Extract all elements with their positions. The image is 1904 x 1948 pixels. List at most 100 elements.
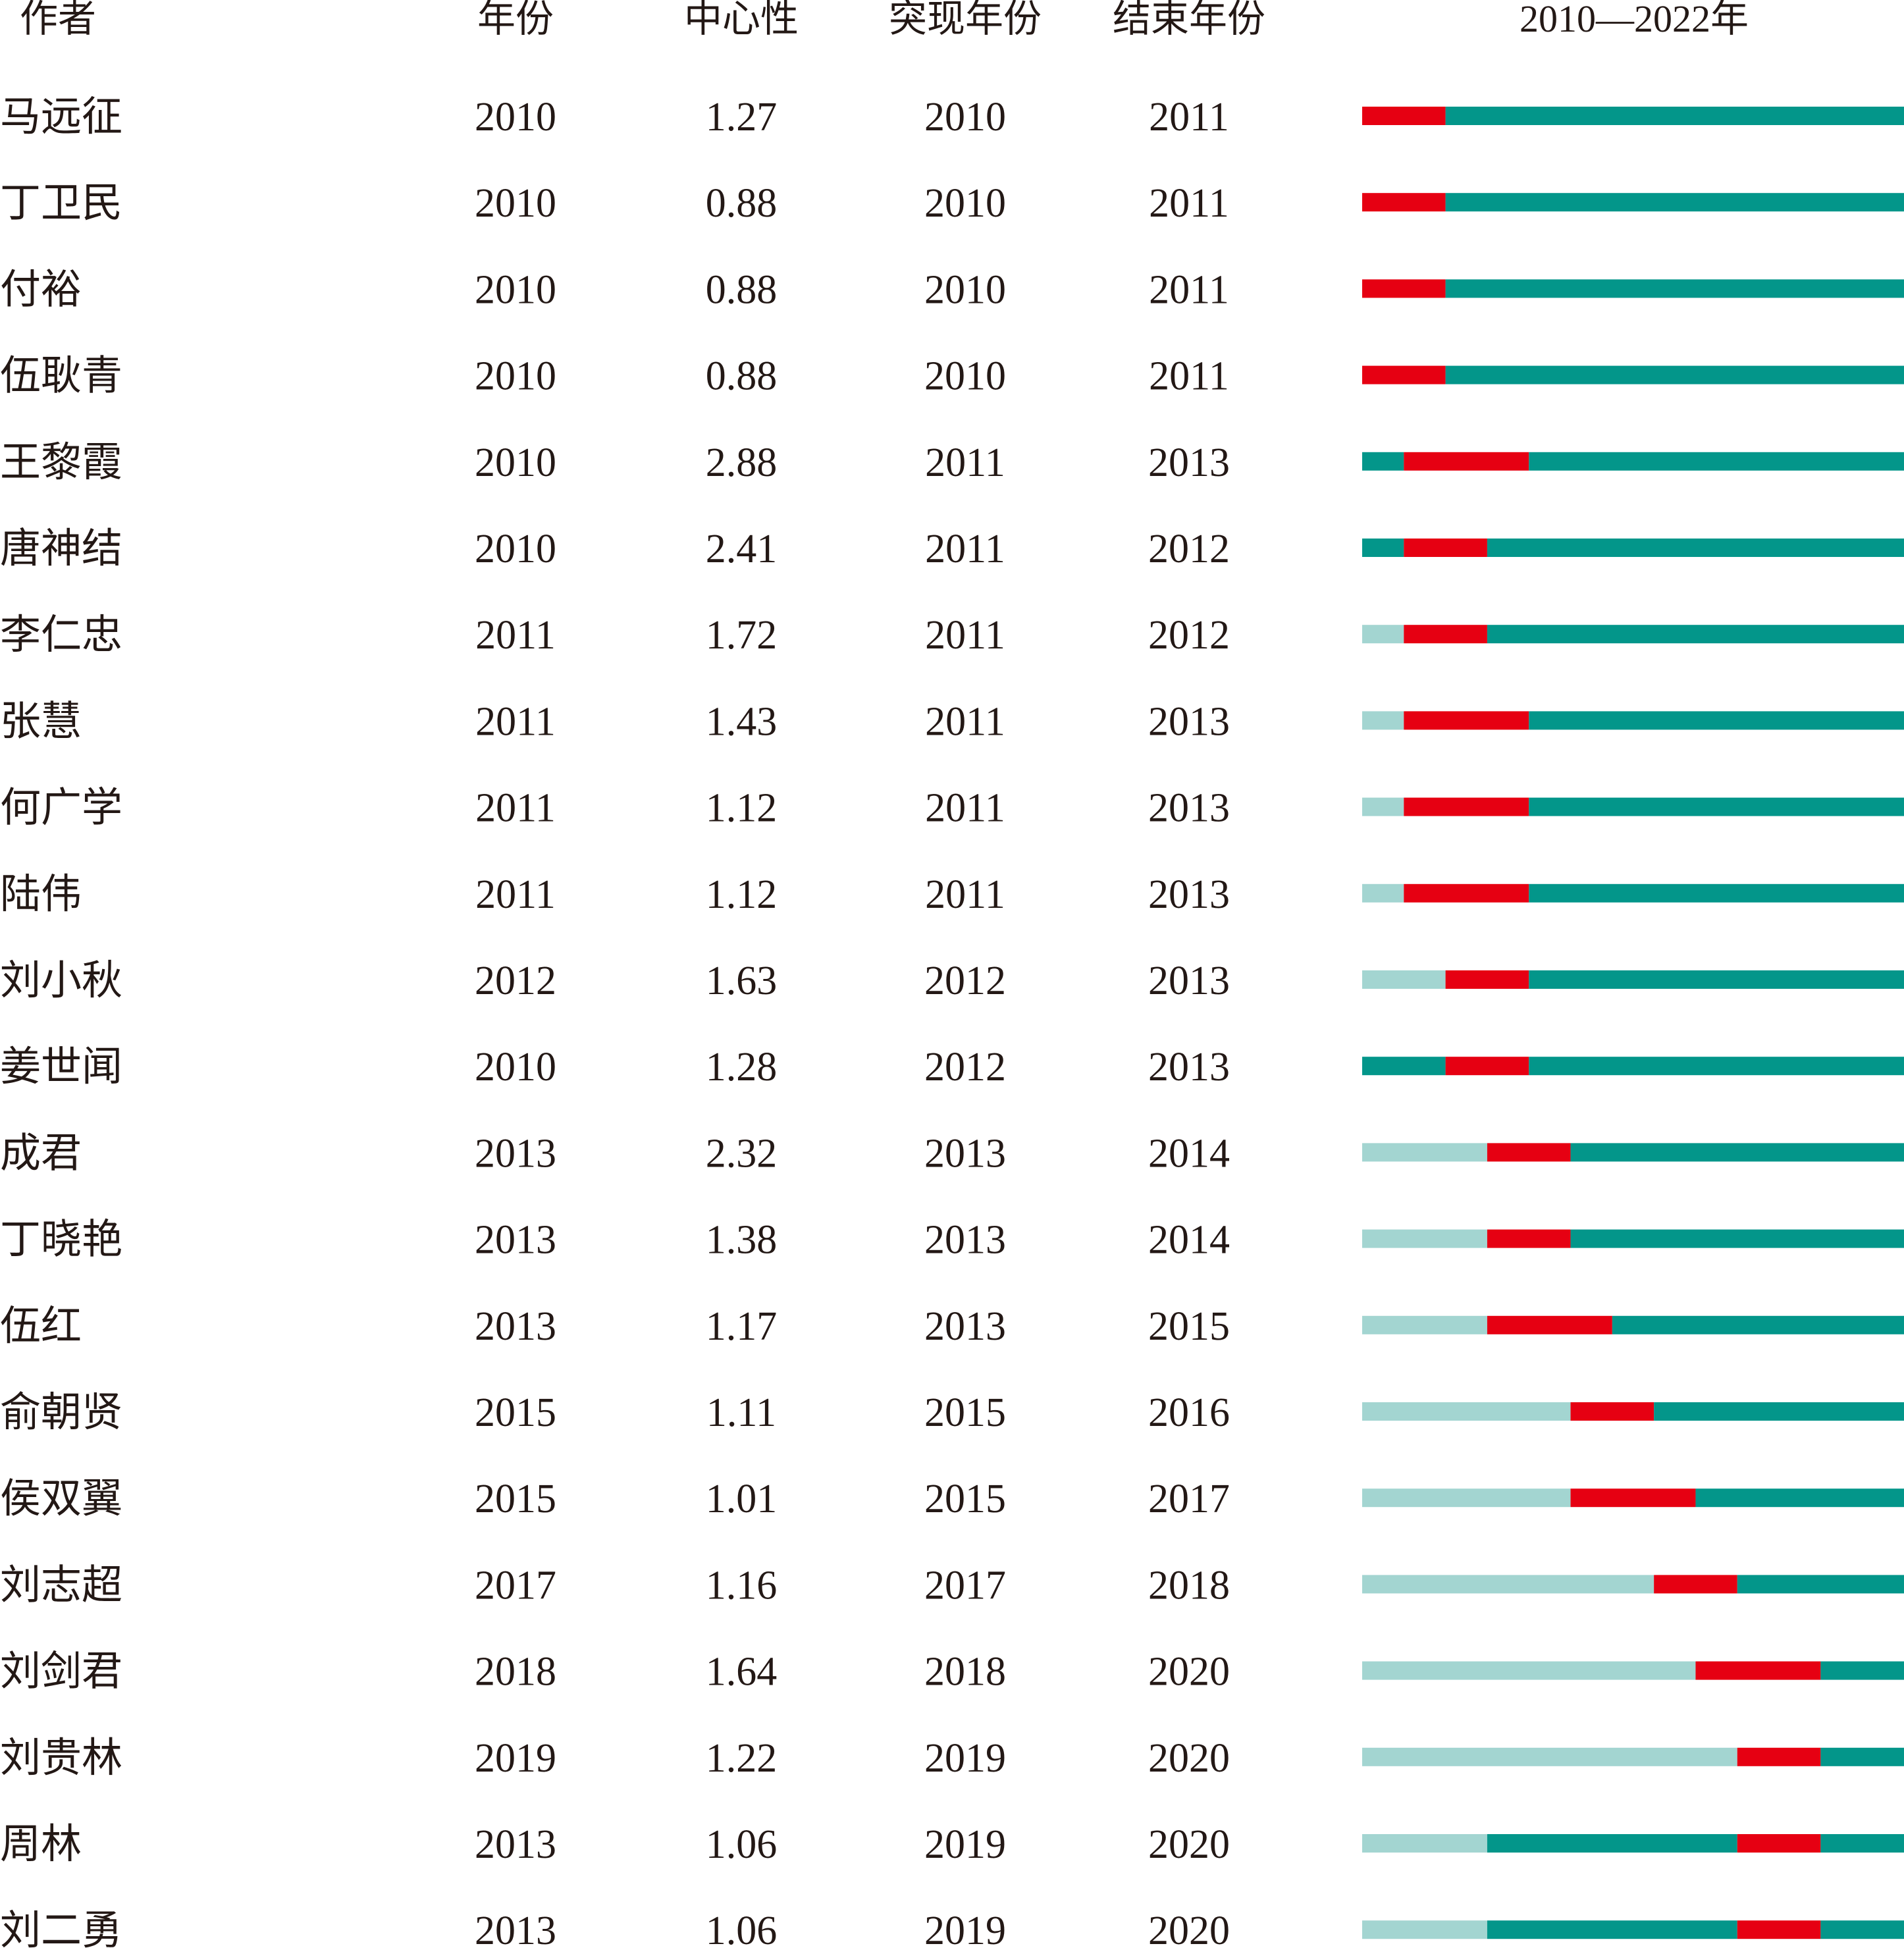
bar-before-appearance — [1362, 1488, 1571, 1508]
bar-before-appearance — [1362, 1575, 1654, 1594]
table-row: 唐神结 2010 2.41 2011 2012 — [0, 527, 1904, 571]
bar-after-burst — [1529, 883, 1904, 903]
burst-begin-value: 2010 — [924, 95, 1006, 140]
author-name: 姜世闻 — [0, 1045, 122, 1090]
centrality-value: 1.72 — [706, 613, 778, 658]
burst-end-value: 2011 — [1149, 354, 1229, 399]
bar-active-segment — [1362, 452, 1404, 471]
author-name: 丁卫民 — [0, 181, 122, 226]
year-value: 2018 — [475, 1650, 556, 1695]
burst-end-value: 2013 — [1148, 872, 1230, 917]
burst-end-value: 2012 — [1148, 527, 1230, 571]
bar-burst-segment — [1404, 625, 1487, 644]
table-row: 丁晓艳 2013 1.38 2013 2014 — [0, 1218, 1904, 1263]
table-row: 付裕 2010 0.88 2010 2011 — [0, 267, 1904, 312]
burst-begin-value: 2019 — [924, 1909, 1006, 1948]
author-name: 马远征 — [0, 95, 122, 140]
burst-end-value: 2017 — [1148, 1477, 1230, 1521]
centrality-value: 2.88 — [706, 440, 778, 485]
bar-after-burst — [1529, 711, 1904, 730]
author-name: 伍红 — [0, 1304, 82, 1349]
bar-before-appearance — [1362, 1229, 1487, 1248]
author-name: 伍耿青 — [0, 354, 122, 399]
bar-after-burst — [1529, 1057, 1904, 1076]
header-author: 作者 — [20, 0, 96, 40]
bar-before-appearance — [1362, 883, 1404, 903]
bar-after-burst — [1570, 1229, 1904, 1248]
author-name: 刘剑君 — [0, 1650, 122, 1695]
burst-begin-value: 2019 — [924, 1736, 1006, 1781]
burst-begin-value: 2011 — [925, 440, 1005, 485]
burst-begin-value: 2015 — [924, 1477, 1006, 1521]
bar-burst-segment — [1737, 1920, 1821, 1939]
burst-begin-value: 2010 — [924, 354, 1006, 399]
year-value: 2015 — [475, 1477, 556, 1521]
bar-burst-segment — [1737, 1747, 1821, 1766]
year-value: 2013 — [475, 1822, 556, 1867]
bar-after-burst — [1487, 539, 1904, 557]
table-row: 周林 2013 1.06 2019 2020 — [0, 1822, 1904, 1867]
header-range: 2010—2022年 — [1520, 0, 1749, 40]
bar-after-burst — [1820, 1834, 1904, 1853]
year-value: 2012 — [475, 959, 556, 1003]
bar-after-burst — [1487, 625, 1904, 644]
year-value: 2010 — [475, 181, 556, 226]
author-name: 张慧 — [0, 699, 82, 744]
bar-before-appearance — [1362, 1661, 1696, 1680]
burst-end-value: 2013 — [1148, 440, 1230, 485]
burst-end-value: 2013 — [1148, 1045, 1230, 1090]
burst-end-value: 2013 — [1148, 699, 1230, 744]
author-name: 侯双翼 — [0, 1477, 122, 1521]
bar-after-burst — [1654, 1402, 1904, 1421]
bar-after-burst — [1820, 1920, 1904, 1939]
centrality-value: 1.43 — [706, 699, 778, 744]
bar-after-burst — [1445, 279, 1904, 298]
centrality-value: 1.01 — [706, 1477, 778, 1521]
author-name: 刘志超 — [0, 1563, 122, 1608]
bar-after-burst — [1820, 1661, 1904, 1680]
year-value: 2010 — [475, 95, 556, 140]
burst-end-value: 2011 — [1149, 95, 1229, 140]
bar-burst-segment — [1654, 1575, 1737, 1594]
year-value: 2010 — [475, 1045, 556, 1090]
burst-end-value: 2016 — [1148, 1390, 1230, 1435]
table-row: 成君 2013 2.32 2013 2014 — [0, 1131, 1904, 1176]
bar-active-segment — [1487, 1920, 1737, 1939]
year-value: 2011 — [475, 613, 556, 658]
author-name: 刘小秋 — [0, 959, 122, 1003]
year-value: 2010 — [475, 440, 556, 485]
table-row: 刘小秋 2012 1.63 2012 2013 — [0, 959, 1904, 1003]
burst-end-value: 2013 — [1148, 786, 1230, 831]
bar-before-appearance — [1362, 711, 1404, 730]
burst-end-value: 2020 — [1148, 1822, 1230, 1867]
table-row: 刘贵林 2019 1.22 2019 2020 — [0, 1736, 1904, 1781]
bar-after-burst — [1529, 452, 1904, 471]
year-value: 2010 — [475, 527, 556, 571]
year-value: 2013 — [475, 1131, 556, 1176]
bar-burst-segment — [1570, 1488, 1696, 1508]
bar-after-burst — [1612, 1315, 1904, 1334]
bar-before-appearance — [1362, 1402, 1571, 1421]
centrality-value: 1.11 — [706, 1390, 776, 1435]
burst-begin-value: 2011 — [925, 527, 1005, 571]
author-name: 刘二勇 — [0, 1909, 122, 1948]
bar-before-appearance — [1362, 797, 1404, 816]
bar-before-appearance — [1362, 1920, 1487, 1939]
year-value: 2010 — [475, 267, 556, 312]
burst-begin-value: 2018 — [924, 1650, 1006, 1695]
header-year: 年份 — [477, 0, 554, 40]
author-name: 刘贵林 — [0, 1736, 122, 1781]
centrality-value: 1.06 — [706, 1822, 778, 1867]
table-row: 张慧 2011 1.43 2011 2013 — [0, 699, 1904, 744]
header-begin: 突现年份 — [889, 0, 1042, 40]
table-row: 刘二勇 2013 1.06 2019 2020 — [0, 1909, 1904, 1948]
author-name: 成君 — [0, 1131, 82, 1176]
year-value: 2011 — [475, 699, 556, 744]
bar-burst-segment — [1487, 1229, 1571, 1248]
bar-active-segment — [1362, 1057, 1446, 1076]
bar-burst-segment — [1404, 452, 1529, 471]
burst-begin-value: 2011 — [925, 699, 1005, 744]
centrality-value: 1.22 — [706, 1736, 778, 1781]
burst-end-value: 2013 — [1148, 959, 1230, 1003]
bar-before-appearance — [1362, 970, 1446, 989]
